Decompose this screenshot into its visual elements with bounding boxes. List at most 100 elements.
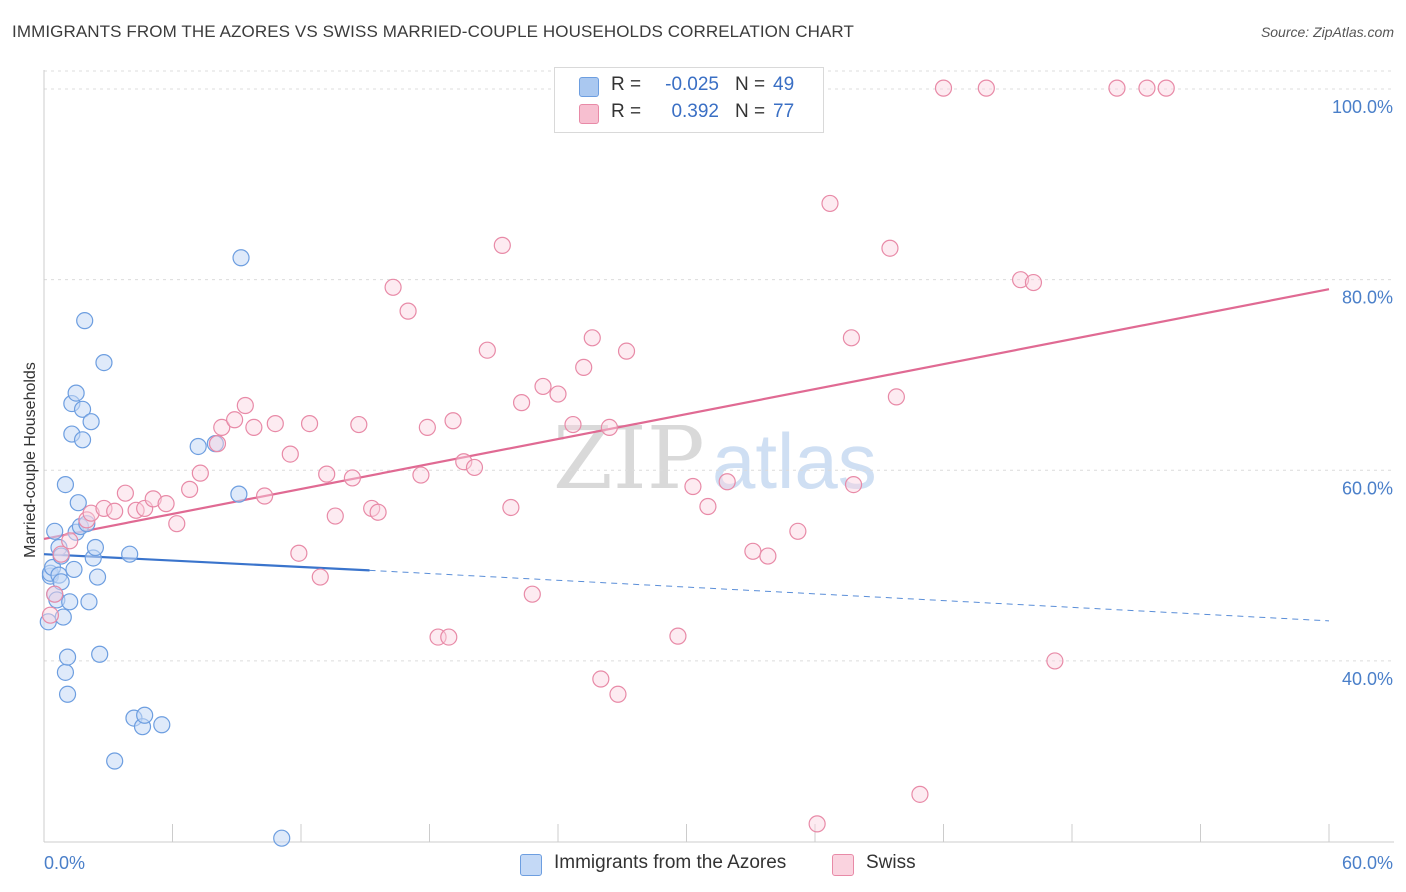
swiss-point [236, 396, 254, 415]
swiss-point [534, 377, 552, 396]
swiss-point [61, 532, 79, 550]
azores-point [65, 560, 83, 579]
y-tick-label: 80.0% [1342, 288, 1393, 308]
swiss-point [744, 542, 762, 560]
legend-n-label: N = [735, 74, 766, 95]
swiss-point [213, 418, 231, 437]
swiss-point [311, 568, 329, 586]
swiss-point [290, 544, 308, 562]
azores-point [54, 608, 72, 626]
swiss-point [699, 497, 717, 516]
swiss-point [669, 627, 687, 645]
azores-point [88, 568, 107, 586]
swiss-point [41, 606, 60, 624]
azores-point [58, 685, 77, 703]
chart-title: IMMIGRANTS FROM THE AZORES VS SWISS MARR… [12, 22, 854, 41]
azores-point [73, 400, 92, 418]
swiss-point [808, 815, 826, 833]
azores-point [121, 545, 139, 563]
azores-point [58, 648, 77, 666]
azores-point [91, 645, 109, 663]
legend-label-azores: Immigrants from the Azores [554, 852, 787, 873]
swiss-point [52, 545, 70, 563]
swiss-point [369, 503, 387, 521]
grid-lines [44, 70, 1394, 662]
swiss-point [266, 414, 284, 433]
swiss-point [412, 466, 430, 484]
swiss-point [564, 415, 582, 434]
swiss-point [245, 418, 263, 437]
watermark-atlas: atlas [712, 417, 877, 505]
swiss-point [181, 480, 199, 498]
swiss-point [478, 341, 496, 359]
azores-point [230, 485, 248, 503]
swiss-point [1046, 652, 1064, 670]
swiss-point [255, 487, 274, 505]
swiss-point [523, 585, 541, 603]
azores-point [78, 515, 96, 533]
azores-point [82, 413, 100, 431]
swiss-point [1138, 79, 1156, 97]
azores-point [136, 706, 154, 724]
azores-point [80, 593, 98, 611]
swiss-point [1011, 271, 1030, 289]
swiss-point [789, 522, 807, 540]
legend-swatch-swiss [579, 104, 599, 124]
swiss-point [318, 465, 336, 483]
swiss-point [1157, 79, 1175, 97]
swiss-point [502, 498, 520, 517]
swiss-trend-line [43, 288, 1330, 540]
swiss-point [549, 385, 567, 403]
azores-trend-extension [369, 569, 1330, 622]
swiss-point [82, 504, 100, 522]
legend-label-swiss: Swiss [866, 852, 916, 873]
legend-n-label: N = [735, 101, 766, 122]
swiss-point [583, 329, 601, 347]
x-tick-label: 60.0% [1342, 853, 1393, 873]
swiss-point [575, 358, 593, 376]
swiss-point [759, 547, 777, 565]
swiss-point [208, 435, 227, 453]
legend-r-label: R = [611, 74, 642, 95]
swiss-point [718, 473, 736, 491]
azores-point [56, 475, 75, 494]
y-tick-label: 40.0% [1342, 669, 1393, 689]
swiss-point [977, 79, 995, 97]
azores-point [232, 249, 250, 267]
source-credit: Source: ZipAtlas.com [1260, 24, 1394, 40]
legend-r-value: 0.392 [671, 101, 719, 122]
axes [43, 70, 1394, 843]
y-axis-label: Married-couple Households [22, 362, 39, 558]
swiss-point [444, 412, 462, 430]
legend-swatch-swiss [832, 854, 854, 876]
azores-point [106, 752, 124, 770]
swiss-point [46, 585, 64, 603]
swiss-point [440, 628, 458, 646]
swiss-point [493, 236, 511, 254]
azores-point [69, 494, 87, 512]
swiss-point [609, 685, 627, 703]
azores-point [95, 353, 113, 372]
swiss-point [1108, 79, 1126, 97]
azores-point [56, 663, 75, 681]
swiss-point [157, 495, 175, 513]
swiss-point [911, 785, 929, 803]
legend-r-value: -0.025 [665, 74, 719, 95]
swiss-point [512, 394, 531, 412]
swiss-point [399, 302, 417, 320]
swiss-point [384, 278, 402, 296]
swiss-point [343, 469, 361, 487]
azores-point [76, 312, 94, 330]
swiss-point [465, 458, 484, 477]
y-tick-label: 60.0% [1342, 478, 1393, 498]
swiss-point [600, 418, 619, 437]
azores-point [86, 538, 105, 557]
swiss-point [144, 490, 162, 508]
swiss-point [821, 194, 839, 213]
swiss-point [116, 484, 134, 502]
azores-point [189, 437, 207, 456]
swiss-point [226, 411, 244, 429]
azores-point [73, 431, 92, 449]
swiss-point [881, 239, 899, 257]
